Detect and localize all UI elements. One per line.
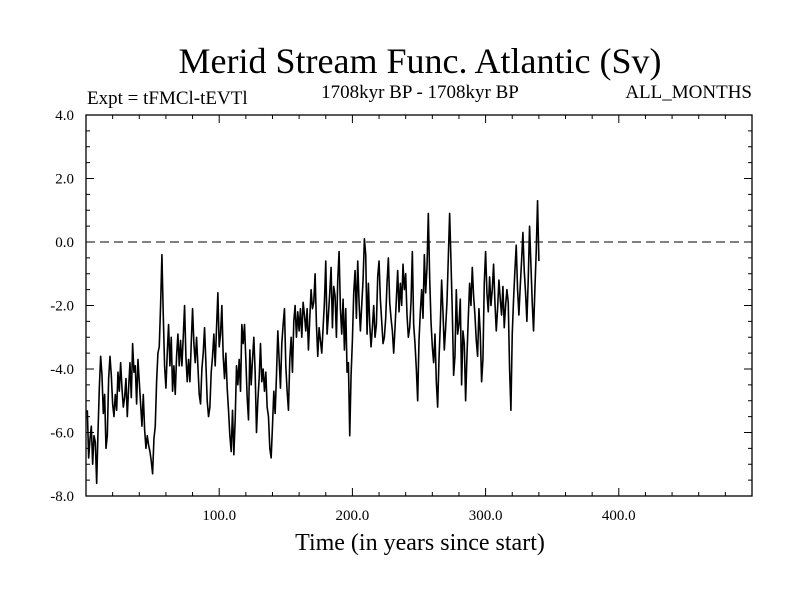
y-tick-label: 4.0 xyxy=(55,108,74,124)
x-tick-label: 100.0 xyxy=(202,508,236,524)
y-tick-label: 2.0 xyxy=(55,172,74,188)
y-tick-label: -2.0 xyxy=(50,299,74,315)
x-tick-label: 400.0 xyxy=(602,508,636,524)
chart-subtitle: 1708kyr BP - 1708kyr BP xyxy=(321,82,519,103)
y-tick-label: -4.0 xyxy=(50,362,74,378)
chart-title: Merid Stream Func. Atlantic (Sv) xyxy=(179,41,662,81)
plot-frame xyxy=(85,114,753,497)
x-tick-label: 200.0 xyxy=(336,508,370,524)
y-tick-label: -6.0 xyxy=(50,426,74,442)
experiment-label: Expt = tFMCl-tEVTl xyxy=(87,88,248,109)
x-tick-label: 300.0 xyxy=(469,508,503,524)
plot-area: 100.0 200.0 300.0 400.0 4.0 2.0 0.0 -2.0 -4.0 -6.… xyxy=(50,108,753,524)
series-line xyxy=(86,199,540,485)
y-tick-label: -8.0 xyxy=(50,489,74,505)
period-label: ALL_MONTHS xyxy=(625,82,752,103)
y-tick-label: 0.0 xyxy=(55,235,74,251)
x-axis-label: Time (in years since start) xyxy=(295,530,545,556)
